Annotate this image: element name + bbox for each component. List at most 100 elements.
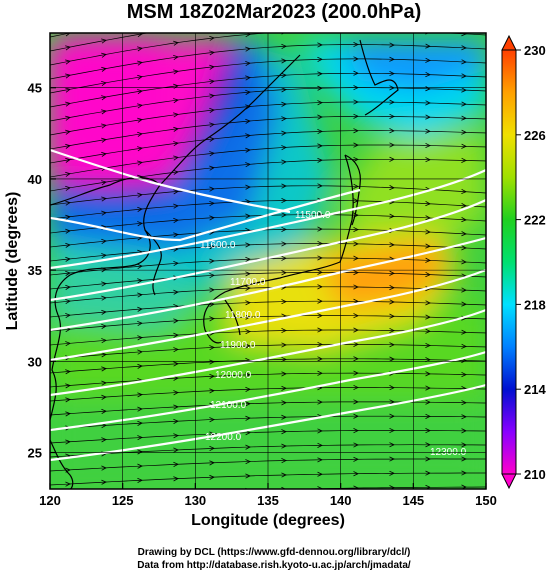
streamline <box>285 486 486 489</box>
wind-arrowhead <box>101 123 107 129</box>
wind-arrowhead <box>245 242 251 248</box>
wind-arrowhead <box>353 212 359 218</box>
height-contours <box>50 148 486 462</box>
wind-arrowhead <box>245 271 251 277</box>
wind-arrowhead <box>389 14 394 18</box>
wind-arrowhead <box>101 52 107 58</box>
wind-arrowhead <box>101 137 107 143</box>
wind-arrowhead <box>209 258 215 264</box>
wind-arrowhead <box>209 64 215 70</box>
wind-arrowhead <box>101 95 107 101</box>
wind-arrowhead <box>425 328 431 334</box>
wind-arrowhead <box>245 18 250 22</box>
wind-arrowhead <box>65 341 71 347</box>
y-axis: 25 30 35 40 45 <box>28 81 486 461</box>
wind-arrowhead <box>461 217 467 223</box>
wind-arrowhead <box>209 417 215 423</box>
wind-arrowhead <box>317 471 323 477</box>
wind-arrowhead <box>389 0 394 4</box>
wind-arrowhead <box>137 292 143 298</box>
wind-arrowhead <box>389 356 395 362</box>
wind-arrowhead <box>353 198 359 204</box>
wind-arrowhead <box>173 12 178 16</box>
wind-arrowhead <box>65 157 71 163</box>
wind-arrowhead <box>173 126 179 132</box>
wind-arrowhead <box>461 87 467 93</box>
y-tick-label: 40 <box>28 172 42 187</box>
wind-arrowhead <box>461 129 467 135</box>
wind-arrowhead <box>173 318 179 324</box>
colorbar-tick-label: 210 <box>524 467 546 482</box>
wind-arrowhead <box>173 375 179 381</box>
wind-arrowhead <box>137 477 143 483</box>
wind-arrowhead <box>389 442 395 448</box>
wind-arrowhead <box>137 60 143 66</box>
wind-arrowhead <box>461 245 467 251</box>
wind-arrowhead <box>137 435 143 441</box>
wind-arrowhead <box>245 75 251 81</box>
wind-arrowhead <box>101 253 107 259</box>
wind-arrowhead <box>137 263 143 270</box>
wind-arrowhead <box>101 366 107 372</box>
wind-arrowhead <box>461 33 467 37</box>
wind-arrowhead <box>101 338 107 344</box>
wind-arrowhead <box>353 356 359 362</box>
wind-arrowhead <box>461 400 467 406</box>
wind-arrowhead <box>101 66 107 72</box>
wind-arrowhead <box>65 299 71 305</box>
wind-arrowhead <box>65 87 71 93</box>
wind-arrowhead <box>209 445 215 452</box>
wind-arrowhead <box>245 401 251 407</box>
wind-arrowhead <box>101 210 107 216</box>
contour-label: 11600.0 <box>200 240 236 251</box>
wind-arrowhead <box>245 162 251 168</box>
x-tick-label: 135 <box>257 493 279 508</box>
wind-arrowhead <box>65 383 71 389</box>
wind-arrowhead <box>354 28 359 32</box>
wind-arrowhead <box>173 390 179 396</box>
wind-arrowhead <box>317 442 323 448</box>
wind-arrowhead <box>317 313 323 319</box>
wind-arrowhead <box>317 85 323 91</box>
wind-arrowhead <box>317 71 323 77</box>
wind-arrowhead <box>461 73 467 79</box>
wind-arrowhead <box>281 43 287 50</box>
wind-arrowhead <box>353 370 359 376</box>
y-axis-label: Latitude (degrees) <box>4 191 21 331</box>
wind-arrowhead <box>281 486 287 489</box>
wind-arrowhead <box>137 18 142 22</box>
wind-arrowhead <box>245 4 250 8</box>
contour-label: 12200.0 <box>205 432 242 443</box>
wind-arrowhead <box>173 169 179 175</box>
wind-arrowhead <box>173 69 179 75</box>
wind-arrowhead <box>173 261 179 267</box>
wind-arrowhead <box>317 157 323 163</box>
wind-arrowhead <box>101 109 107 115</box>
wind-arrowhead <box>101 465 107 471</box>
wind-arrowhead <box>209 35 215 41</box>
wind-arrowhead <box>317 33 318 34</box>
x-tick-label: 130 <box>184 493 206 508</box>
wind-arrowhead <box>137 420 143 426</box>
wind-arrowhead <box>461 188 467 194</box>
wind-arrowhead <box>389 299 395 305</box>
wind-arrowhead <box>353 485 359 489</box>
wind-arrowhead <box>318 14 323 18</box>
wind-arrowhead <box>65 228 71 234</box>
wind-arrowhead <box>209 373 215 379</box>
x-tick-label: 125 <box>112 493 134 508</box>
wind-arrowhead <box>461 343 467 349</box>
contour-label: 12000.0 <box>215 370 252 381</box>
wind-arrowhead <box>389 113 395 119</box>
x-axis-label: Longitude (degrees) <box>191 512 345 529</box>
wind-arrowhead <box>173 155 179 161</box>
wind-arrowhead <box>137 160 143 166</box>
wind-arrowhead <box>317 399 323 405</box>
wind-arrowhead <box>281 72 287 78</box>
wind-arrowhead <box>137 192 143 198</box>
wind-arrowhead <box>425 1 430 5</box>
wind-arrowhead <box>389 270 395 276</box>
wind-arrowhead <box>173 447 179 453</box>
wind-arrowhead <box>317 269 323 275</box>
wind-arrowhead <box>137 146 143 152</box>
